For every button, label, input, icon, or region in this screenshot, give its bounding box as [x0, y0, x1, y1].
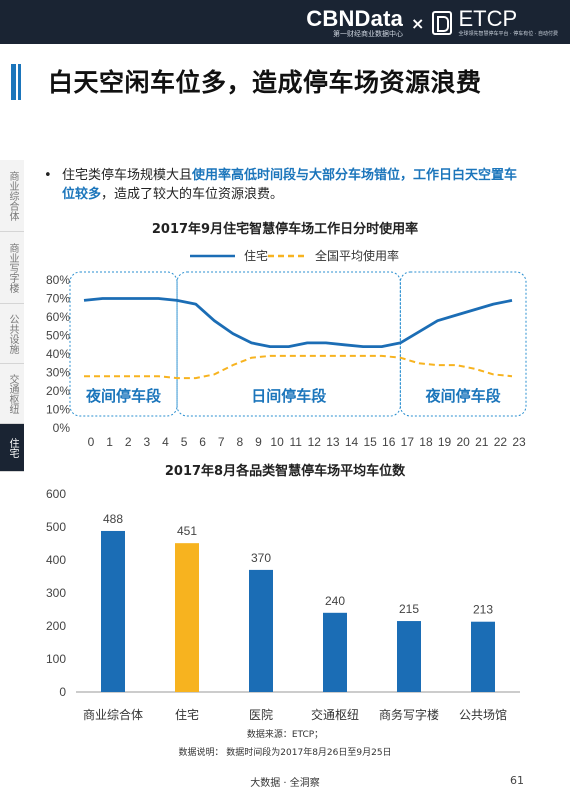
- bullet-text: 住宅类停车场规模大且使用率高低时间段与大部分车场错位，工作日白天空置车位较多，造…: [62, 166, 526, 204]
- y-tick-label: 30%: [46, 366, 70, 380]
- x-tick-label: 20: [456, 435, 470, 449]
- y-tick-label: 50%: [46, 329, 70, 343]
- y-tick-label: 0%: [53, 421, 71, 435]
- bar-value-label-5: 213: [473, 603, 493, 617]
- y-tick-label: 60%: [46, 310, 70, 324]
- bullet-text-highlight: 使用率高低时间段与大部分车场错位，工作日白天空置车位较多: [62, 168, 518, 202]
- bar-value-label-1: 451: [177, 524, 197, 538]
- bar-y-tick-label: 300: [46, 586, 66, 600]
- bar-value-label-3: 240: [325, 594, 345, 608]
- brand-subtitle: 第一财经商业数据中心: [333, 29, 404, 38]
- x-tick-label: 8: [237, 435, 244, 449]
- data-period-note: 数据说明： 数据时间段为2017年8月26日至9月25日: [178, 748, 392, 758]
- x-tick-label: 5: [181, 435, 188, 449]
- bar-5: [471, 621, 495, 692]
- x-tick-label: 1: [106, 435, 113, 449]
- bar-1: [175, 543, 199, 692]
- x-tick-label: 18: [419, 435, 433, 449]
- page-number: 61: [510, 774, 524, 787]
- series-line-0: [83, 297, 513, 348]
- legend-label-1: 全国平均使用率: [315, 248, 399, 263]
- bar-y-tick-label: 600: [46, 487, 66, 501]
- partner-logo-text: ETCP: [458, 6, 518, 31]
- series-line-1: [84, 354, 513, 380]
- bullet-text-start: 住宅类停车场规模大且: [62, 168, 193, 183]
- x-tick-label: 11: [289, 435, 302, 449]
- x-tick-label: 14: [345, 435, 359, 449]
- x-tick-label: 22: [494, 435, 508, 449]
- bar-0: [101, 530, 125, 692]
- bar-category-label-0: 商业综合体: [83, 707, 143, 722]
- partner-subtitle: 全球领先智慧停车平台 · 停车有位 · 自动付费: [458, 31, 558, 37]
- bar-y-tick-label: 500: [46, 520, 66, 534]
- side-nav-item-residential[interactable]: 住宅: [0, 424, 24, 472]
- x-tick-label: 15: [363, 435, 377, 449]
- x-tick-label: 7: [218, 435, 225, 449]
- y-tick-label: 40%: [46, 347, 70, 361]
- brand-block: CBNData 第一财经商业数据中心 × ETCP 全球领先智慧停车平台 · 停…: [306, 5, 558, 41]
- bullet-marker: •: [44, 168, 52, 183]
- bullet-paragraph: • 住宅类停车场规模大且使用率高低时间段与大部分车场错位，工作日白天空置车位较多…: [44, 166, 526, 204]
- x-tick-label: 9: [255, 435, 262, 449]
- y-tick-label: 10%: [46, 403, 70, 417]
- footer-slogan: 大数据 · 全洞察: [250, 778, 320, 789]
- x-tick-label: 13: [326, 435, 340, 449]
- brand-logo-text: CBNData: [306, 5, 404, 31]
- x-tick-label: 0: [88, 435, 95, 449]
- bar-category-label-4: 商务写字楼: [379, 707, 439, 722]
- bar-category-label-1: 住宅: [175, 707, 199, 722]
- x-tick-label: 21: [475, 435, 489, 449]
- title-accent-bar: [11, 64, 16, 100]
- segment-label-2: 夜间停车段: [425, 387, 501, 405]
- y-tick-label: 80%: [46, 273, 70, 287]
- header-bar: CBNData 第一财经商业数据中心 × ETCP 全球领先智慧停车平台 · 停…: [0, 0, 570, 44]
- bar-y-tick-label: 400: [46, 553, 66, 567]
- bar-chart-title: 2017年8月各品类智慧停车场平均车位数: [164, 464, 406, 479]
- bar-value-label-4: 215: [399, 602, 419, 616]
- bullet-text-end: ，造成了较大的车位资源浪费。: [101, 187, 284, 202]
- x-tick-label: 12: [308, 435, 322, 449]
- x-tick-label: 6: [199, 435, 206, 449]
- brand-separator: ×: [411, 13, 425, 33]
- x-tick-label: 19: [438, 435, 452, 449]
- bar-4: [397, 621, 421, 692]
- bar-y-tick-label: 200: [46, 619, 66, 633]
- side-nav-item-public-facility[interactable]: 公共设施: [0, 304, 24, 364]
- bar-y-tick-label: 0: [59, 685, 66, 699]
- page-title: 白天空闲车位多，造成停车场资源浪费: [48, 68, 482, 97]
- x-tick-label: 4: [162, 435, 169, 449]
- x-tick-label: 17: [401, 435, 415, 449]
- x-tick-label: 2: [125, 435, 132, 449]
- bar-value-label-2: 370: [251, 551, 271, 565]
- side-nav-item-transport-hub[interactable]: 交通枢纽: [0, 364, 24, 424]
- x-tick-label: 10: [270, 435, 284, 449]
- x-tick-label: 16: [382, 435, 396, 449]
- bar-category-label-5: 公共场馆: [459, 707, 507, 722]
- title-accent-bar-thin: [18, 64, 21, 100]
- bar-value-label-0: 488: [103, 512, 123, 526]
- segment-box-0: [69, 271, 178, 417]
- y-tick-label: 20%: [46, 384, 70, 398]
- bar-3: [323, 612, 347, 692]
- x-tick-label: 23: [512, 435, 526, 449]
- bar-2: [249, 569, 273, 692]
- segment-label-0: 夜间停车段: [85, 387, 161, 405]
- line-chart-title: 2017年9月住宅智慧停车场工作日分时使用率: [151, 222, 419, 237]
- side-nav-item-commercial-complex[interactable]: 商业综合体: [0, 160, 24, 232]
- etcp-logo-icon: [432, 11, 453, 35]
- bar-category-label-3: 交通枢纽: [311, 707, 359, 722]
- bar-category-label-2: 医院: [249, 708, 273, 722]
- x-tick-label: 3: [143, 435, 150, 449]
- bar-y-tick-label: 100: [46, 652, 66, 666]
- segment-label-1: 日间停车段: [251, 387, 326, 405]
- side-nav: 商业综合体 商业写字楼 公共设施 交通枢纽 住宅: [0, 160, 24, 480]
- y-tick-label: 70%: [46, 292, 70, 306]
- data-source-note: 数据来源：ETCP；: [246, 730, 324, 740]
- side-nav-item-office[interactable]: 商业写字楼: [0, 232, 24, 304]
- legend-label-0: 住宅: [244, 248, 268, 263]
